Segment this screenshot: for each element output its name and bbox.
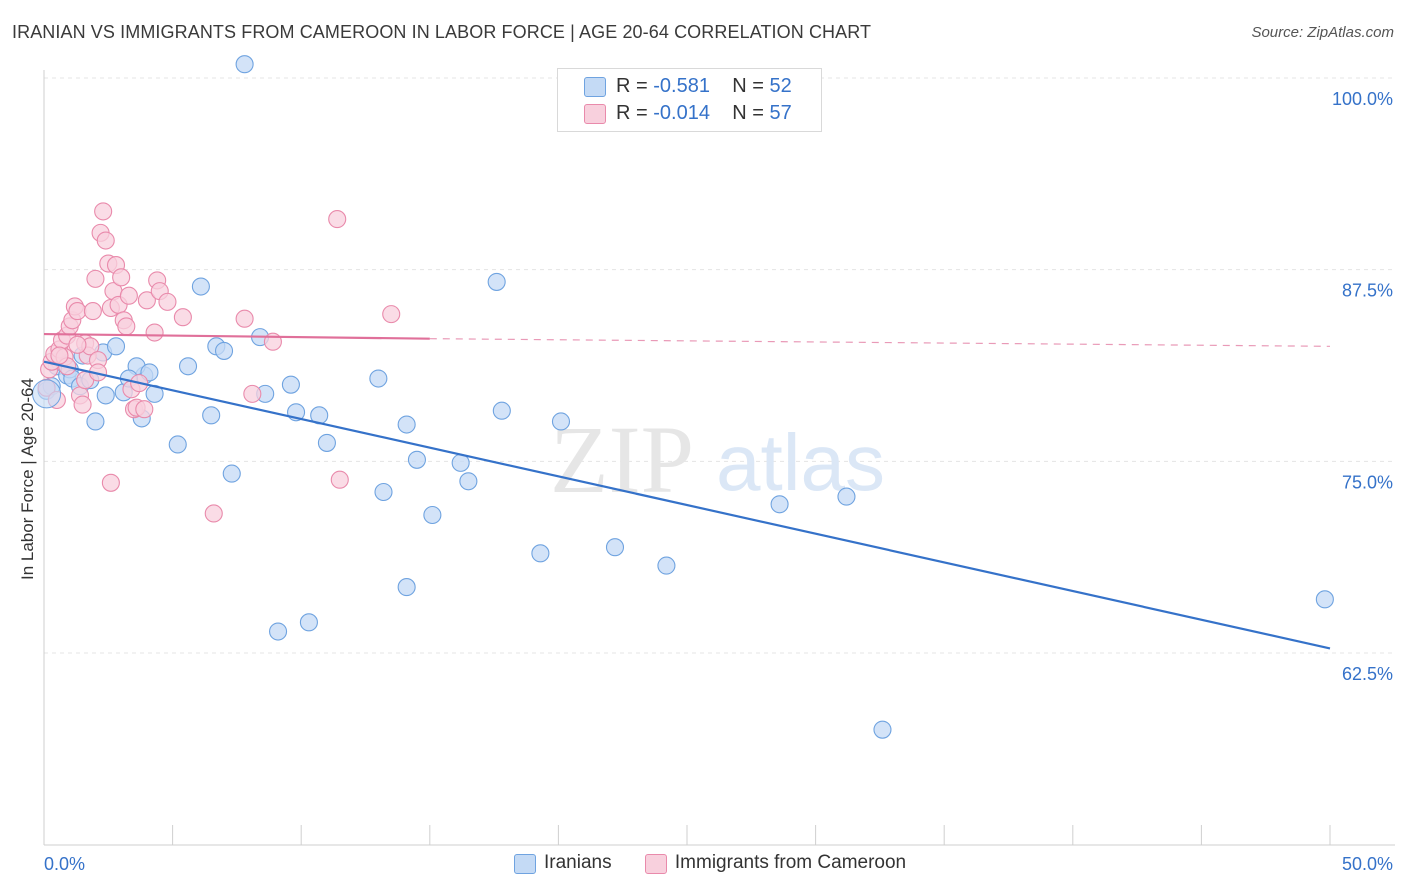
point-iranians	[191, 277, 210, 296]
point-iranians	[873, 720, 892, 739]
n-value-iranians: 52	[769, 75, 792, 97]
r-label: R =	[616, 75, 648, 97]
point-iranians	[222, 464, 241, 483]
n-value-cameroon: 57	[769, 102, 792, 124]
point-cameroon	[137, 291, 156, 310]
watermark: ZIP atlas	[550, 406, 885, 513]
point-cameroon	[119, 286, 138, 305]
point-cameroon	[328, 210, 347, 229]
point-iranians	[551, 412, 571, 431]
point-cameroon	[83, 302, 102, 321]
legend-label-iranians: Iranians	[544, 852, 612, 873]
y-axis-label: In Labor Force | Age 20-64	[18, 378, 37, 580]
point-iranians	[374, 482, 393, 502]
n-label: N =	[732, 75, 764, 97]
point-iranians	[202, 406, 221, 425]
point-cameroon	[117, 317, 136, 336]
legend-swatch-cameroon	[584, 104, 606, 124]
point-cameroon	[145, 323, 164, 342]
point-iranians	[423, 505, 442, 525]
point-iranians	[397, 578, 416, 597]
series-legend: Iranians Immigrants from Cameroon	[514, 852, 934, 874]
point-cameroon	[96, 231, 115, 250]
point-iranians	[837, 487, 856, 506]
point-cameroon	[68, 302, 87, 321]
point-cameroon	[243, 384, 262, 403]
data-points	[32, 55, 1334, 739]
point-iranians	[397, 415, 416, 434]
point-cameroon	[235, 309, 254, 328]
x-tick-label: 0.0%	[44, 854, 85, 874]
point-cameroon	[330, 470, 349, 489]
legend-label-cameroon: Immigrants from Cameroon	[674, 852, 907, 873]
point-iranians	[168, 435, 187, 454]
point-iranians	[299, 613, 318, 632]
axes	[43, 70, 1395, 846]
legend-swatch-cameroon	[644, 854, 667, 874]
tick-labels: 62.5% 75.0% 87.5% 100.0% 0.0% 50.0%	[44, 89, 1393, 874]
point-iranians	[605, 538, 625, 557]
point-cameroon	[158, 292, 177, 311]
point-iranians	[32, 379, 62, 409]
point-cameroon	[50, 346, 69, 365]
correlation-legend: R = -0.581 N = 52 R = -0.014 N = 57	[557, 68, 822, 132]
point-iranians	[269, 622, 288, 641]
watermark-zip: ZIP	[550, 406, 694, 513]
point-cameroon	[112, 268, 131, 287]
point-iranians	[531, 544, 550, 563]
r-value-cameroon: -0.014	[653, 102, 710, 124]
point-iranians	[214, 341, 234, 360]
point-iranians	[459, 472, 478, 491]
trend-line-cameroon	[43, 332, 430, 340]
source-label: Source: ZipAtlas.com	[1251, 24, 1394, 41]
point-iranians	[487, 272, 506, 291]
point-iranians	[1315, 590, 1334, 609]
r-value-iranians: -0.581	[653, 75, 710, 97]
legend-item-iranians: Iranians	[514, 852, 612, 874]
point-iranians	[770, 495, 789, 514]
watermark-atlas: atlas	[716, 418, 885, 507]
point-cameroon	[94, 202, 113, 221]
point-iranians	[96, 386, 115, 405]
point-iranians	[317, 433, 336, 452]
point-iranians	[492, 401, 511, 420]
gridlines	[44, 77, 1395, 654]
trend-line-iranians	[43, 360, 1331, 650]
y-tick-label: 62.5%	[1342, 664, 1393, 684]
point-cameroon	[135, 400, 154, 419]
r-label: R =	[616, 102, 648, 124]
point-cameroon	[86, 269, 105, 288]
y-tick-label: 75.0%	[1342, 472, 1393, 492]
point-cameroon	[68, 335, 87, 354]
legend-swatch-iranians	[514, 854, 536, 874]
trend-line-cameroon-extension	[429, 338, 1331, 347]
point-cameroon	[173, 308, 192, 327]
point-iranians	[235, 55, 254, 74]
point-iranians	[407, 450, 426, 469]
point-cameroon	[101, 473, 120, 492]
y-tick-label: 87.5%	[1342, 281, 1393, 301]
chart-title: IRANIAN VS IMMIGRANTS FROM CAMEROON IN L…	[12, 22, 872, 42]
point-iranians	[178, 357, 198, 376]
trend-lines	[43, 332, 1331, 650]
point-iranians	[86, 412, 105, 431]
point-iranians	[281, 375, 300, 394]
point-iranians	[106, 337, 126, 356]
point-iranians	[369, 369, 388, 388]
x-tick-label: 50.0%	[1342, 854, 1393, 874]
legend-item-cameroon: Immigrants from Cameroon	[644, 852, 907, 874]
point-cameroon	[73, 395, 92, 414]
point-iranians	[657, 556, 676, 575]
point-cameroon	[382, 305, 401, 324]
point-cameroon	[204, 504, 223, 523]
y-tick-label: 100.0%	[1332, 89, 1393, 109]
n-label: N =	[732, 102, 764, 124]
legend-swatch-iranians	[584, 77, 606, 97]
